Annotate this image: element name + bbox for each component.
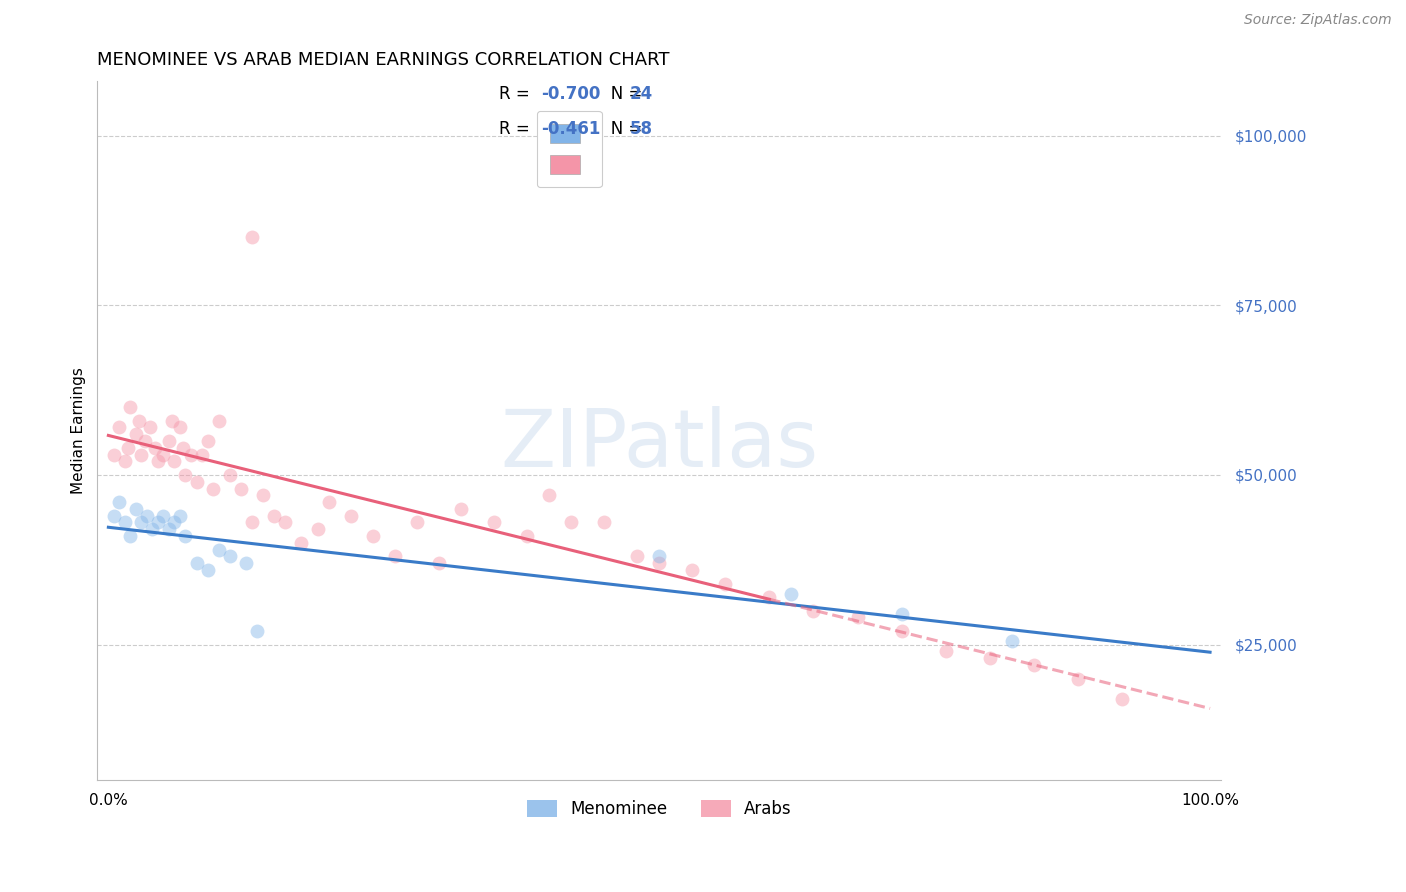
Point bbox=[307, 522, 329, 536]
Point bbox=[207, 542, 229, 557]
Point bbox=[157, 434, 180, 448]
Point bbox=[125, 427, 148, 442]
Point bbox=[169, 420, 191, 434]
Point bbox=[218, 467, 240, 482]
Point bbox=[174, 467, 197, 482]
Point bbox=[405, 516, 427, 530]
Point bbox=[235, 556, 257, 570]
Point bbox=[152, 508, 174, 523]
Point bbox=[186, 556, 208, 570]
Point bbox=[846, 610, 869, 624]
Point bbox=[681, 563, 703, 577]
Point bbox=[780, 587, 803, 601]
Point bbox=[318, 495, 340, 509]
Point bbox=[114, 454, 136, 468]
Point bbox=[482, 516, 505, 530]
Point bbox=[180, 448, 202, 462]
Point bbox=[516, 529, 538, 543]
Point bbox=[191, 448, 214, 462]
Point bbox=[163, 516, 186, 530]
Point bbox=[361, 529, 384, 543]
Point bbox=[384, 549, 406, 564]
Text: -0.461: -0.461 bbox=[541, 120, 600, 138]
Point bbox=[128, 414, 150, 428]
Point bbox=[626, 549, 648, 564]
Point bbox=[202, 482, 225, 496]
Point bbox=[146, 454, 169, 468]
Point bbox=[120, 529, 142, 543]
Text: MENOMINEE VS ARAB MEDIAN EARNINGS CORRELATION CHART: MENOMINEE VS ARAB MEDIAN EARNINGS CORREL… bbox=[97, 51, 669, 69]
Point bbox=[134, 434, 156, 448]
Point bbox=[229, 482, 252, 496]
Point bbox=[114, 516, 136, 530]
Point bbox=[240, 230, 263, 244]
Point bbox=[157, 522, 180, 536]
Point bbox=[263, 508, 285, 523]
Text: R =: R = bbox=[499, 120, 540, 138]
Point bbox=[169, 508, 191, 523]
Y-axis label: Median Earnings: Median Earnings bbox=[72, 368, 86, 494]
Point bbox=[427, 556, 450, 570]
Point bbox=[240, 516, 263, 530]
Point bbox=[537, 488, 560, 502]
Point bbox=[162, 414, 184, 428]
Point bbox=[108, 420, 131, 434]
Point bbox=[207, 414, 229, 428]
Point bbox=[252, 488, 274, 502]
Point bbox=[139, 420, 162, 434]
Point bbox=[141, 522, 163, 536]
Point bbox=[290, 536, 312, 550]
Point bbox=[197, 434, 219, 448]
Point bbox=[648, 549, 671, 564]
Point bbox=[1067, 672, 1090, 686]
Point bbox=[172, 441, 194, 455]
Point bbox=[758, 590, 780, 604]
Point bbox=[163, 454, 186, 468]
Point bbox=[1111, 691, 1133, 706]
Point bbox=[131, 516, 153, 530]
Point bbox=[103, 448, 125, 462]
Point bbox=[450, 501, 472, 516]
Point bbox=[103, 508, 125, 523]
Text: Source: ZipAtlas.com: Source: ZipAtlas.com bbox=[1244, 13, 1392, 28]
Point bbox=[197, 563, 219, 577]
Point bbox=[1001, 634, 1024, 648]
Point bbox=[979, 651, 1001, 665]
Text: 58: 58 bbox=[630, 120, 652, 138]
Point bbox=[648, 556, 671, 570]
Point bbox=[273, 516, 295, 530]
Point bbox=[131, 448, 153, 462]
Point bbox=[152, 448, 174, 462]
Point bbox=[714, 576, 737, 591]
Point bbox=[935, 644, 957, 658]
Point bbox=[135, 508, 157, 523]
Point bbox=[218, 549, 240, 564]
Point bbox=[174, 529, 197, 543]
Text: R =: R = bbox=[499, 85, 536, 103]
Point bbox=[593, 516, 616, 530]
Text: -0.700: -0.700 bbox=[541, 85, 600, 103]
Legend: Menominee, Arabs: Menominee, Arabs bbox=[520, 793, 799, 824]
Point bbox=[186, 475, 208, 489]
Point bbox=[890, 607, 912, 621]
Text: N =: N = bbox=[595, 85, 647, 103]
Point bbox=[803, 604, 825, 618]
Text: N =: N = bbox=[595, 120, 647, 138]
Point bbox=[560, 516, 582, 530]
Text: 24: 24 bbox=[630, 85, 654, 103]
Point bbox=[1022, 657, 1045, 672]
Point bbox=[890, 624, 912, 638]
Point bbox=[117, 441, 139, 455]
Point bbox=[108, 495, 131, 509]
Text: ZIPatlas: ZIPatlas bbox=[501, 406, 818, 483]
Point bbox=[143, 441, 166, 455]
Point bbox=[339, 508, 361, 523]
Point bbox=[125, 501, 148, 516]
Point bbox=[120, 400, 142, 414]
Point bbox=[146, 516, 169, 530]
Point bbox=[246, 624, 269, 638]
